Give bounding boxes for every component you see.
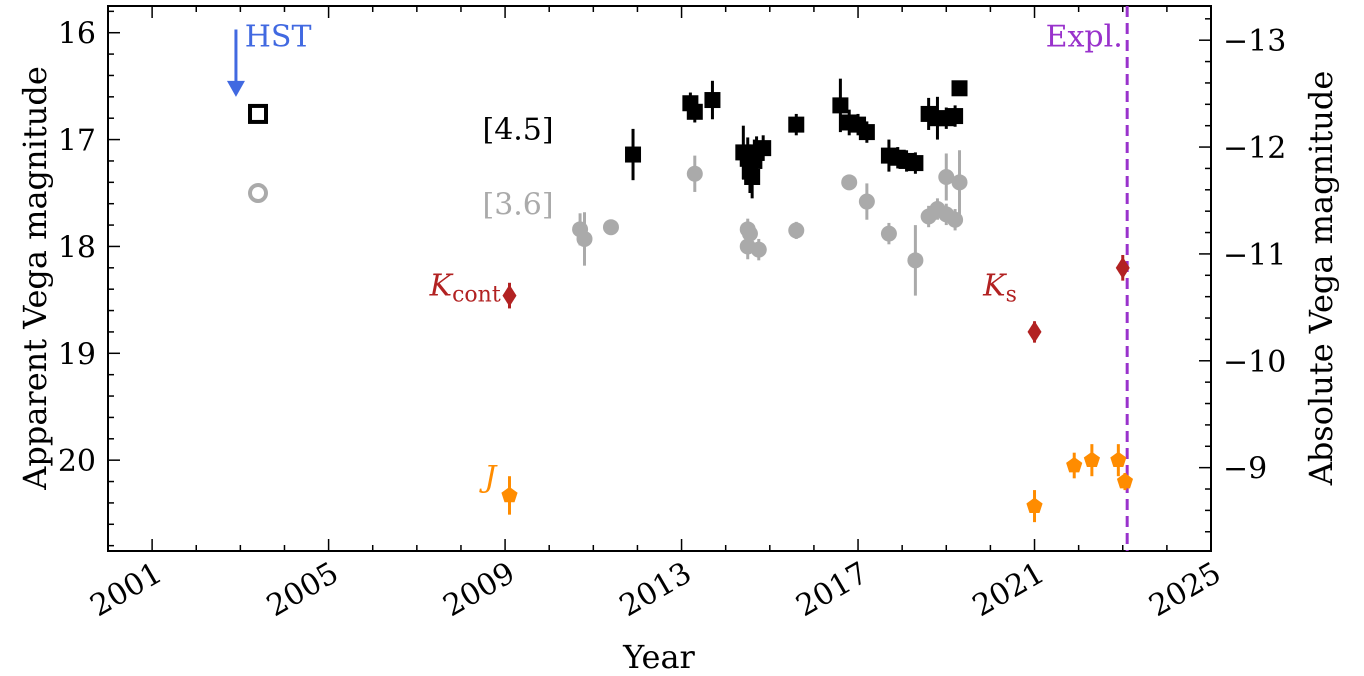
- label-kcont: Kcont: [429, 269, 501, 308]
- data-point-4p5: [858, 124, 875, 141]
- data-point-j: [1026, 497, 1043, 513]
- hst-arrow-head: [226, 80, 245, 97]
- data-point-4p5: [625, 146, 642, 163]
- x-axis-label: Year: [622, 638, 695, 676]
- y-tick-label-left: 17: [58, 124, 96, 159]
- y-tick-label-right: −11: [1223, 238, 1286, 273]
- data-point-3p6: [880, 225, 897, 242]
- x-tick-label: 2005: [261, 556, 345, 624]
- data-point-4p5-archival: [248, 103, 269, 124]
- data-point-3p6: [741, 225, 758, 242]
- y-tick-label-right: −13: [1223, 24, 1286, 59]
- y-axis-label-left: Apparent Vega magnitude: [16, 66, 54, 491]
- data-point-j: [1083, 451, 1100, 467]
- y-axis-label-right: Absolute Vega magnitude: [1302, 71, 1340, 487]
- y-tick-label-left: 16: [58, 17, 96, 52]
- plot-frame: [107, 5, 1212, 552]
- data-point-4p5: [704, 92, 721, 109]
- data-point-3p6: [788, 222, 805, 239]
- data-point-j: [1116, 473, 1133, 489]
- data-point-3p6: [858, 193, 875, 210]
- data-point-4p5: [907, 155, 924, 172]
- data-point-4p5: [832, 97, 849, 114]
- data-point-k: [1115, 256, 1130, 279]
- x-tick-label: 2021: [967, 556, 1051, 624]
- data-point-3p6: [576, 230, 593, 247]
- label-ks: Ks: [982, 269, 1017, 308]
- data-point-3p6-archival: [248, 183, 269, 204]
- data-point-3p6: [686, 165, 703, 182]
- label-ch1: [3.6]: [482, 187, 553, 222]
- tick-labels: 2001 2005 2009 2013 2017 2021 2025 16 17 18 19 20 −1…: [58, 17, 1287, 624]
- data-point-4p5: [744, 168, 761, 185]
- data-point-4p5: [788, 116, 805, 133]
- x-tick-label: 2001: [84, 556, 168, 624]
- label-expl: Expl.: [1046, 20, 1123, 55]
- data-point-j: [1110, 451, 1127, 467]
- data-marks: [226, 6, 1133, 551]
- data-point-4p5: [755, 140, 772, 157]
- x-tick-label: 2017: [790, 556, 874, 624]
- data-point-j: [501, 486, 518, 503]
- data-point-3p6: [602, 219, 619, 236]
- y-tick-label-right: −10: [1223, 345, 1286, 380]
- label-hst: HST: [245, 20, 312, 55]
- data-point-4p5: [947, 108, 964, 125]
- x-tick-label: 2013: [614, 556, 698, 624]
- data-point-3p6: [841, 174, 858, 191]
- data-point-3p6: [750, 241, 767, 258]
- axis-ticks: [107, 6, 1212, 551]
- data-point-4p5: [686, 103, 703, 120]
- data-point-4p5: [951, 80, 968, 97]
- data-point-j: [1066, 457, 1083, 473]
- data-point-3p6: [951, 174, 968, 191]
- data-point-3p6: [907, 252, 924, 269]
- annotations: HST [4.5] [3.6] Kcont Ks J Expl.: [245, 20, 1123, 495]
- y-tick-label-right: −9: [1223, 452, 1267, 487]
- label-j: J: [478, 460, 498, 495]
- y-tick-label-right: −12: [1223, 131, 1286, 166]
- y-tick-label-left: 20: [58, 444, 96, 479]
- x-tick-label: 2025: [1143, 556, 1227, 624]
- data-point-k: [502, 284, 517, 307]
- data-point-3p6: [938, 168, 955, 185]
- y-tick-label-left: 18: [58, 230, 96, 265]
- y-tick-label-left: 19: [58, 337, 96, 372]
- label-ch2: [4.5]: [482, 113, 553, 148]
- x-tick-label: 2009: [437, 556, 521, 624]
- data-point-k: [1027, 320, 1042, 343]
- data-point-3p6: [947, 211, 964, 228]
